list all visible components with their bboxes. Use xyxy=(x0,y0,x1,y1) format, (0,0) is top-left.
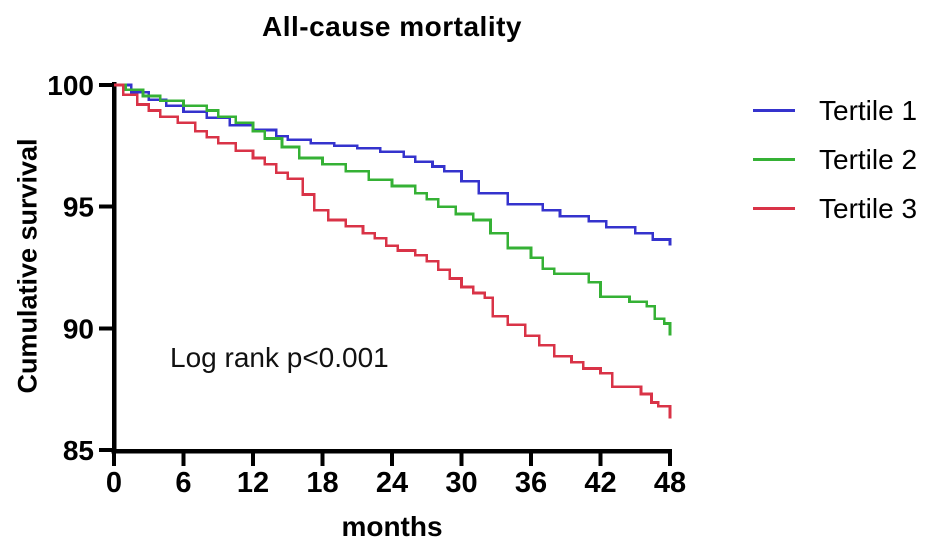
x-tick-label: 18 xyxy=(306,467,338,499)
chart-title: All-cause mortality xyxy=(261,11,523,42)
y-tick-label: 95 xyxy=(63,192,94,223)
survival-curve-1 xyxy=(114,83,672,246)
legend-item-tertile-2: Tertile 2 xyxy=(753,135,917,184)
log-rank-annotation: Log rank p<0.001 xyxy=(170,342,389,373)
legend-label: Tertile 3 xyxy=(819,192,918,224)
legend: Tertile 1 Tertile 2 Tertile 3 xyxy=(753,86,917,233)
legend-item-tertile-1: Tertile 1 xyxy=(753,86,917,135)
legend-label: Tertile 2 xyxy=(819,143,918,175)
tertile-3-line-swatch xyxy=(753,207,795,210)
tertile-1-line-swatch xyxy=(753,109,795,112)
x-tick-label: 0 xyxy=(106,467,122,499)
survival-curve-2 xyxy=(114,83,672,336)
legend-label: Tertile 1 xyxy=(819,94,918,126)
y-tick-label: 100 xyxy=(47,70,94,101)
x-tick-label: 48 xyxy=(654,467,686,499)
x-tick-label: 36 xyxy=(515,467,547,499)
y-tick-label: 85 xyxy=(63,435,94,466)
x-tick-label: 6 xyxy=(175,467,191,499)
x-tick-label: 30 xyxy=(445,467,477,499)
tertile-2-line-swatch xyxy=(753,158,795,161)
x-tick-label: 12 xyxy=(237,467,269,499)
x-tick-label: 24 xyxy=(376,467,408,499)
y-tick-label: 90 xyxy=(63,313,94,344)
legend-item-tertile-3: Tertile 3 xyxy=(753,184,917,233)
x-tick-label: 42 xyxy=(584,467,616,499)
x-axis-label: months xyxy=(341,511,443,542)
survival-curve-3 xyxy=(114,83,672,419)
